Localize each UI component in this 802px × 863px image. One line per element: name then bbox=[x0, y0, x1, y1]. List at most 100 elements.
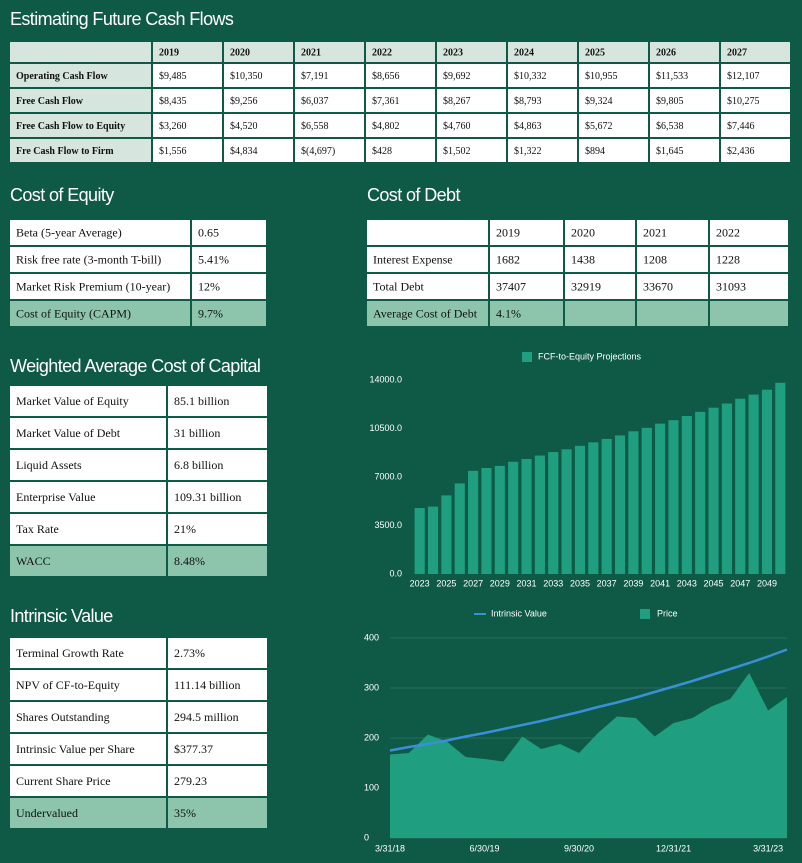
table-cell bbox=[168, 546, 267, 576]
table-cell bbox=[367, 301, 488, 326]
cell-text: Free Cash Flow to Equity bbox=[16, 121, 125, 132]
table-cell bbox=[192, 247, 266, 272]
cell-text: $7,191 bbox=[301, 71, 329, 82]
bar bbox=[454, 483, 465, 574]
table-cell bbox=[224, 139, 293, 162]
y-tick-label: 400 bbox=[364, 632, 379, 642]
table-cell bbox=[721, 64, 790, 87]
table-cell bbox=[10, 482, 166, 512]
x-tick-label: 2041 bbox=[650, 578, 670, 588]
cell-text: Operating Cash Flow bbox=[16, 71, 108, 82]
table-cell bbox=[366, 89, 435, 112]
cell-text: Fre Cash Flow to Firm bbox=[16, 146, 114, 157]
table-cell bbox=[366, 64, 435, 87]
bar bbox=[695, 411, 706, 574]
table-cell bbox=[710, 220, 788, 245]
table-cell bbox=[366, 139, 435, 162]
cell-text: Market Risk Premium (10-year) bbox=[16, 279, 170, 293]
table-cell bbox=[10, 42, 151, 62]
bar bbox=[601, 438, 612, 574]
table-cell bbox=[10, 546, 166, 576]
table-cell bbox=[10, 89, 151, 112]
section-title: Cost of Debt bbox=[367, 185, 460, 205]
table-cell bbox=[10, 734, 166, 764]
table-cell bbox=[650, 114, 719, 137]
table-cell bbox=[650, 64, 719, 87]
table-cell bbox=[168, 734, 267, 764]
cell-text: $428 bbox=[372, 146, 392, 157]
cell-text: 2020 bbox=[571, 225, 595, 239]
cell-text: 111.14 billion bbox=[174, 678, 240, 692]
table-cell bbox=[168, 418, 267, 448]
table-cell bbox=[295, 42, 364, 62]
cell-text: Average Cost of Debt bbox=[373, 306, 478, 320]
bar bbox=[614, 435, 626, 574]
table-cell bbox=[10, 638, 166, 668]
section-title: Cost of Equity bbox=[10, 185, 114, 205]
cell-text: Tax Rate bbox=[16, 522, 59, 536]
y-tick-label: 7000.0 bbox=[374, 471, 402, 481]
cell-text: $8,656 bbox=[372, 71, 400, 82]
cell-text: 9.7% bbox=[198, 306, 223, 320]
cell-text: $1,556 bbox=[159, 146, 187, 157]
cell-text: 0.65 bbox=[198, 225, 219, 239]
bar bbox=[468, 470, 479, 574]
cell-text: $9,485 bbox=[159, 71, 187, 82]
x-tick-label: 2037 bbox=[597, 578, 617, 588]
table-cell bbox=[437, 42, 506, 62]
cell-text: 2022 bbox=[716, 225, 740, 239]
x-tick-label: 3/31/23 bbox=[753, 843, 783, 853]
table-cell bbox=[192, 301, 266, 326]
cell-text: 31093 bbox=[716, 279, 746, 293]
table-cell bbox=[168, 766, 267, 796]
table-cell bbox=[10, 139, 151, 162]
table-cell bbox=[508, 139, 577, 162]
table-cell bbox=[10, 798, 166, 828]
x-tick-label: 2029 bbox=[490, 578, 510, 588]
cell-text: 6.8 billion bbox=[174, 458, 223, 472]
cell-text: 2.73% bbox=[174, 646, 205, 660]
cell-text: $4,520 bbox=[230, 121, 258, 132]
bar bbox=[775, 382, 786, 574]
table-cell bbox=[508, 114, 577, 137]
y-tick-label: 14000.0 bbox=[369, 374, 402, 384]
table-cell bbox=[295, 89, 364, 112]
legend-swatch bbox=[522, 352, 532, 362]
bar bbox=[748, 394, 759, 574]
cell-text: Market Value of Debt bbox=[16, 426, 121, 440]
bar bbox=[481, 467, 492, 574]
table-cell bbox=[153, 114, 222, 137]
bar bbox=[574, 445, 586, 574]
legend-label: Price bbox=[657, 608, 678, 618]
cell-text: Intrinsic Value per Share bbox=[16, 742, 135, 756]
cell-text: $10,275 bbox=[727, 96, 760, 107]
x-tick-label: 2025 bbox=[436, 578, 456, 588]
bar bbox=[494, 465, 505, 574]
table-cell bbox=[10, 514, 166, 544]
table-cell bbox=[10, 247, 190, 272]
table-cell bbox=[710, 274, 788, 299]
cell-text: 12% bbox=[198, 279, 220, 293]
cell-text: Undervalued bbox=[16, 806, 78, 820]
cell-text: Enterprise Value bbox=[16, 490, 95, 504]
cell-text: 4.1% bbox=[496, 306, 521, 320]
table-cell bbox=[579, 42, 648, 62]
table-cell bbox=[295, 139, 364, 162]
table-cell bbox=[295, 114, 364, 137]
table-cell bbox=[437, 139, 506, 162]
x-tick-label: 2033 bbox=[543, 578, 563, 588]
table-cell bbox=[490, 274, 563, 299]
bar bbox=[681, 416, 692, 574]
cell-text: 2025 bbox=[585, 47, 605, 58]
cell-text: Cost of Equity (CAPM) bbox=[16, 306, 131, 320]
cell-text: NPV of CF-to-Equity bbox=[16, 678, 120, 692]
table-cell bbox=[10, 418, 166, 448]
table-cell bbox=[295, 64, 364, 87]
table-cell bbox=[10, 114, 151, 137]
cell-text: $12,107 bbox=[727, 71, 760, 82]
table-cell bbox=[168, 514, 267, 544]
table-cell bbox=[710, 247, 788, 272]
cell-text: WACC bbox=[16, 554, 51, 568]
table-cell bbox=[650, 89, 719, 112]
